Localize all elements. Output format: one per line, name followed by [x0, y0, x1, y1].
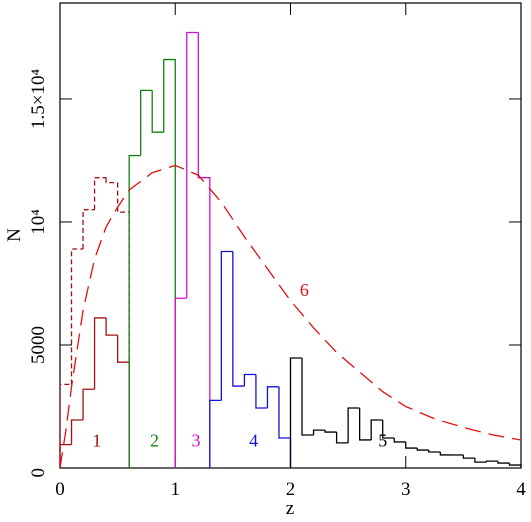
- histogram-bin: [416, 448, 429, 451]
- x-tick-label: 4: [516, 479, 526, 500]
- histogram-bin: [243, 373, 256, 387]
- histogram-bin: [428, 450, 441, 453]
- histogram-bin: [82, 388, 95, 421]
- y-tick-label: 0: [28, 468, 49, 478]
- histogram-bin: [359, 407, 372, 441]
- series-label: 2: [150, 431, 159, 451]
- histogram-bin: [105, 317, 118, 336]
- histogram-bin: [197, 32, 211, 468]
- series-label: 5: [378, 431, 387, 451]
- histogram-bin: [312, 429, 326, 436]
- histogram-bin: [93, 317, 107, 390]
- histogram-bin: [474, 458, 487, 463]
- histogram-bin: [255, 374, 268, 409]
- y-axis-label: N: [4, 228, 25, 242]
- histogram-bin: [93, 177, 107, 210]
- histogram-bin: [393, 437, 406, 443]
- histogram-bin: [220, 250, 233, 401]
- histogram-bin: [209, 399, 222, 468]
- x-axis-label: z: [286, 498, 294, 519]
- histogram-bin: [70, 419, 84, 445]
- histogram-bin: [140, 89, 153, 156]
- histogram-bin: [485, 460, 498, 463]
- histogram-bin: [128, 154, 141, 468]
- histogram-bin: [266, 386, 279, 408]
- histogram-bin: [70, 248, 84, 385]
- histogram-bin: [151, 90, 164, 133]
- series-label: 1: [92, 431, 101, 451]
- histogram-bin: [174, 297, 187, 468]
- x-tick-label: 1: [171, 479, 181, 500]
- histogram-bin: [278, 386, 292, 468]
- y-tick-label: 1.5×10⁴: [28, 69, 49, 129]
- series-label: 3: [191, 431, 200, 451]
- series-label: 4: [249, 431, 258, 451]
- y-tick-label: 10⁴: [28, 209, 49, 235]
- histogram-bin: [370, 419, 383, 440]
- x-tick-label: 2: [286, 479, 296, 500]
- histogram-bin: [405, 441, 418, 449]
- histogram-bin: [232, 251, 245, 387]
- series-label: 6: [300, 280, 309, 300]
- histogram-bin: [289, 357, 303, 468]
- histogram-bin: [497, 461, 510, 464]
- histogram-bin: [186, 31, 199, 299]
- histogram-bin: [116, 182, 130, 468]
- histogram-bin: [163, 58, 176, 468]
- y-tick-label: 5000: [28, 326, 49, 364]
- histogram-bin: [82, 209, 95, 250]
- x-tick-label: 3: [401, 479, 411, 500]
- histogram-bin: [59, 443, 72, 468]
- model-curve: [59, 164, 522, 469]
- histogram-bin: [105, 177, 118, 184]
- histogram-bin: [301, 358, 314, 436]
- histogram-bin: [347, 407, 360, 443]
- histogram-bin: [508, 463, 522, 468]
- histogram-bin: [116, 335, 130, 468]
- histogram-bin: [462, 454, 475, 459]
- histogram-bin: [439, 452, 452, 456]
- x-tick-label: 0: [55, 479, 65, 500]
- histogram-bin: [324, 430, 337, 433]
- histogram-bin: [382, 420, 395, 439]
- histogram-bin: [59, 383, 72, 468]
- histogram-bin: [335, 432, 349, 444]
